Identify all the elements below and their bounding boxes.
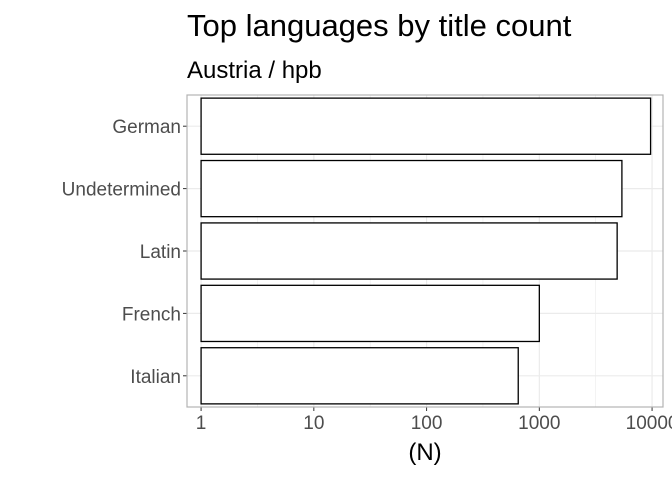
bar-french bbox=[200, 284, 540, 343]
y-tick-label: Undetermined bbox=[62, 180, 181, 201]
bars bbox=[200, 97, 652, 405]
plot-panel-border bbox=[186, 94, 664, 408]
x-tick-label: 1000 bbox=[518, 413, 560, 434]
y-tick-label: Latin bbox=[140, 242, 181, 263]
bar-german bbox=[200, 97, 652, 155]
y-tick-label: German bbox=[112, 117, 181, 138]
bar-italian bbox=[200, 347, 519, 405]
x-tick-label: 1 bbox=[196, 413, 207, 434]
chart-title: Top languages by title count bbox=[187, 8, 572, 43]
x-tick-label: 10000 bbox=[626, 413, 672, 434]
y-tick-labels: German Undetermined Latin French Italian bbox=[62, 117, 181, 388]
chart-subtitle: Austria / hpb bbox=[187, 57, 322, 84]
bar-undetermined bbox=[200, 159, 623, 218]
x-axis-title: (N) bbox=[408, 439, 441, 466]
bar-latin bbox=[200, 222, 618, 280]
x-tick-label: 10 bbox=[303, 413, 324, 434]
x-tick-label: 100 bbox=[411, 413, 443, 434]
x-tick-labels: 1 10 100 1000 10000 bbox=[196, 413, 672, 434]
y-tick-label: French bbox=[122, 304, 181, 325]
y-tick-label: Italian bbox=[130, 367, 181, 388]
